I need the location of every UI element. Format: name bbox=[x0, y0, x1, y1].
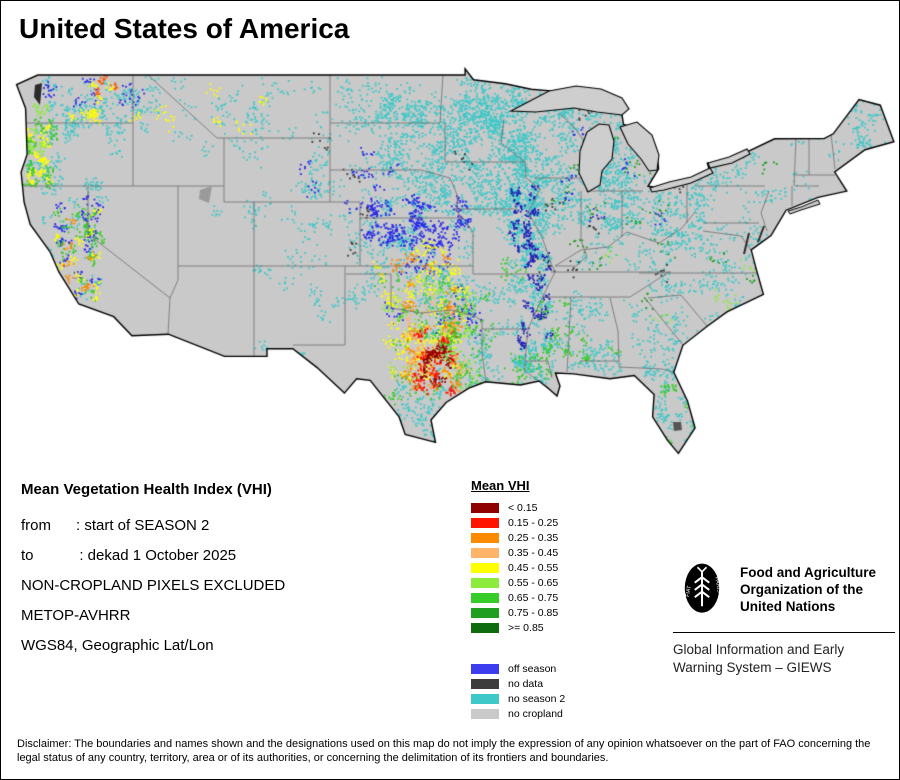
legend-color-swatch bbox=[471, 577, 499, 588]
legend-label: 0.75 - 0.85 bbox=[508, 606, 559, 619]
legend-vhi-classes: < 0.15 0.15 - 0.25 0.25 - 0.35 0.35 - 0.… bbox=[471, 500, 565, 635]
legend-row: no cropland bbox=[471, 706, 565, 721]
legend-row: 0.65 - 0.75 bbox=[471, 590, 565, 605]
legend-row: 0.25 - 0.35 bbox=[471, 530, 565, 545]
legend-color-swatch bbox=[471, 517, 499, 528]
legend-row: 0.55 - 0.65 bbox=[471, 575, 565, 590]
legend-label: 0.55 - 0.65 bbox=[508, 576, 559, 589]
usa-vhi-map bbox=[1, 1, 899, 471]
legend-label: no cropland bbox=[508, 707, 563, 720]
legend-label: 0.45 - 0.55 bbox=[508, 561, 559, 574]
giews-line: Global Information and Early bbox=[673, 642, 845, 657]
legend-label: < 0.15 bbox=[508, 501, 538, 514]
legend-color-swatch bbox=[471, 607, 499, 618]
legend-color-swatch bbox=[471, 547, 499, 558]
legend-row: no data bbox=[471, 676, 565, 691]
fao-org-line: Organization of the bbox=[740, 582, 863, 597]
legend-label: off season bbox=[508, 662, 557, 675]
legend-row: < 0.15 bbox=[471, 500, 565, 515]
legend-row: no season 2 bbox=[471, 691, 565, 706]
info-line: WGS84, Geographic Lat/Lon bbox=[21, 637, 214, 654]
legend-row: off season bbox=[471, 661, 565, 676]
fao-divider bbox=[673, 632, 895, 633]
legend-row: >= 0.85 bbox=[471, 620, 565, 635]
legend-color-swatch bbox=[471, 502, 499, 513]
legend-row: 0.75 - 0.85 bbox=[471, 605, 565, 620]
info-lines: from : start of SEASON 2 to : dekad 1 Oc… bbox=[21, 511, 285, 661]
map-info-block: Mean Vegetation Health Index (VHI) from … bbox=[21, 481, 285, 661]
legend-row: 0.35 - 0.45 bbox=[471, 545, 565, 560]
legend-color-swatch bbox=[471, 693, 499, 704]
legend-color-swatch bbox=[471, 622, 499, 633]
legend-label: 0.35 - 0.45 bbox=[508, 546, 559, 559]
legend-color-swatch bbox=[471, 708, 499, 719]
fao-org-line: United Nations bbox=[740, 599, 836, 614]
info-line: to : dekad 1 October 2025 bbox=[21, 547, 237, 564]
page-title: United States of America bbox=[19, 13, 350, 44]
fao-header: FIAT PANIS Food and Agriculture Organiza… bbox=[673, 557, 895, 621]
legend-color-swatch bbox=[471, 663, 499, 674]
legend-row: 0.45 - 0.55 bbox=[471, 560, 565, 575]
info-line: from : start of SEASON 2 bbox=[21, 517, 210, 534]
fao-block: FIAT PANIS Food and Agriculture Organiza… bbox=[673, 557, 895, 677]
legend-label: >= 0.85 bbox=[508, 621, 544, 634]
info-line: METOP-AVHRR bbox=[21, 607, 131, 624]
legend: Mean VHI < 0.15 0.15 - 0.25 0.25 - 0.35 bbox=[471, 478, 565, 721]
fao-org-line: Food and Agriculture bbox=[740, 565, 876, 580]
legend-label: 0.25 - 0.35 bbox=[508, 531, 559, 544]
legend-row: 0.15 - 0.25 bbox=[471, 515, 565, 530]
legend-label: no data bbox=[508, 677, 544, 690]
giews-caption: Global Information and Early Warning Sys… bbox=[673, 641, 895, 677]
legend-label: no season 2 bbox=[508, 692, 566, 705]
fao-motto-right: PANIS bbox=[713, 577, 722, 594]
disclaimer-text: Disclaimer: The boundaries and names sho… bbox=[17, 738, 871, 764]
legend-label: 0.65 - 0.75 bbox=[508, 591, 559, 604]
legend-title: Mean VHI bbox=[471, 478, 530, 493]
legend-color-swatch bbox=[471, 592, 499, 603]
legend-color-swatch bbox=[471, 532, 499, 543]
info-heading: Mean Vegetation Health Index (VHI) bbox=[21, 481, 272, 498]
giews-line: Warning System – GIEWS bbox=[673, 660, 832, 675]
fao-org-name: Food and Agriculture Organization of the… bbox=[740, 557, 876, 615]
legend-extra-classes: off season no data no season 2 no cropla… bbox=[471, 661, 565, 721]
legend-label: 0.15 - 0.25 bbox=[508, 516, 559, 529]
info-line: NON-CROPLAND PIXELS EXCLUDED bbox=[21, 577, 286, 594]
legend-color-swatch bbox=[471, 562, 499, 573]
fao-logo-icon: FIAT PANIS bbox=[684, 563, 722, 613]
fao-motto-left: FIAT bbox=[685, 585, 693, 598]
legend-color-swatch bbox=[471, 678, 499, 689]
